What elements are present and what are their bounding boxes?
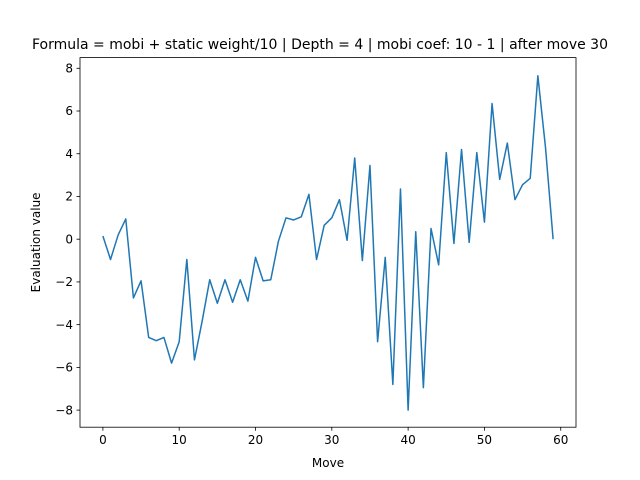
y-tick-label: 8 [65,61,73,75]
series-line-0 [102,75,554,411]
y-tick-label: 4 [65,147,73,161]
y-tick-label: −6 [55,361,73,375]
x-tick-label: 30 [324,433,339,447]
plot-frame [79,57,577,428]
x-tick-label: 10 [172,433,187,447]
y-axis-label: Evaluation value [29,192,43,292]
y-tick-label: 2 [65,190,73,204]
x-tick-label: 60 [553,433,568,447]
chart-title: Formula = mobi + static weight/10 | Dept… [32,37,608,53]
plot-area [102,75,554,411]
x-tick-label: 50 [477,433,492,447]
y-tick-label: 0 [65,232,73,246]
y-tick-label: −8 [55,403,73,417]
x-tick-label: 40 [400,433,415,447]
y-tick-label: −2 [55,275,73,289]
x-tick-label: 20 [248,433,263,447]
x-tick-label: 0 [99,433,107,447]
y-tick-label: −4 [55,318,73,332]
x-axis-label: Move [312,456,344,470]
y-axis: −8 −6 −4 −2 0 2 4 6 8 [55,61,80,417]
x-axis: 0 10 20 30 40 50 60 [99,427,568,447]
y-tick-label: 6 [65,104,73,118]
